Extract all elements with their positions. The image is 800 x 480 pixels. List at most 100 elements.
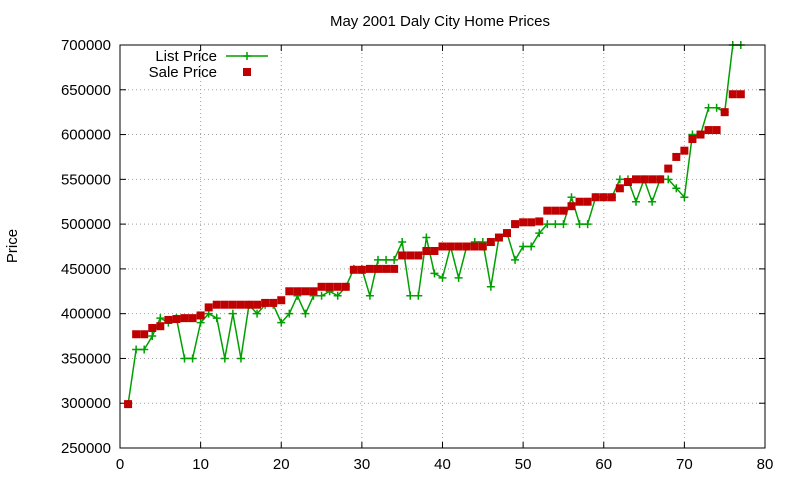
sale-price-point <box>382 264 391 273</box>
list-price-point <box>543 220 552 229</box>
x-tick-label: 20 <box>273 456 290 473</box>
sale-price-point <box>527 218 536 227</box>
list-price-point <box>301 309 310 318</box>
list-price-point <box>704 103 713 112</box>
sale-price-point <box>148 323 157 332</box>
list-price-point <box>575 220 584 229</box>
list-price-point <box>180 354 189 363</box>
sale-price-point <box>236 300 245 309</box>
list-price-point <box>156 314 165 323</box>
sale-price-point <box>640 175 649 184</box>
sale-price-point <box>672 152 681 161</box>
sale-price-point <box>293 287 302 296</box>
list-price-point <box>567 193 576 202</box>
list-price-point <box>486 282 495 291</box>
list-price-point <box>132 345 141 354</box>
sale-price-point <box>253 300 262 309</box>
sale-price-point <box>680 146 689 155</box>
legend-label-list-price: List Price <box>155 48 217 65</box>
list-price-point <box>365 291 374 300</box>
sale-price-point <box>341 282 350 291</box>
sale-price-point <box>615 184 624 193</box>
sale-price-point <box>599 193 608 202</box>
y-tick-label: 500000 <box>61 216 111 233</box>
sale-price-point <box>736 90 745 99</box>
list-price-point <box>680 193 689 202</box>
y-tick-label: 550000 <box>61 171 111 188</box>
legend-marker-list-price <box>243 52 251 60</box>
sale-price-point <box>470 242 479 251</box>
sale-price-point <box>648 175 657 184</box>
list-price-point <box>583 220 592 229</box>
sale-price-point <box>551 206 560 215</box>
sale-price-point <box>511 220 520 229</box>
list-price-point <box>527 242 536 251</box>
sale-price-point <box>422 246 431 255</box>
list-price-point <box>551 220 560 229</box>
sale-price-point <box>478 242 487 251</box>
list-price-point <box>148 332 157 341</box>
sale-price-point <box>349 265 358 274</box>
series-list-price <box>124 41 745 409</box>
sale-price-point <box>494 233 503 242</box>
sale-price-point <box>277 296 286 305</box>
y-tick-label: 650000 <box>61 82 111 99</box>
list-price-point <box>414 291 423 300</box>
list-price-point <box>664 175 673 184</box>
list-price-point <box>422 233 431 242</box>
sale-price-point <box>543 206 552 215</box>
y-tick-label: 400000 <box>61 306 111 323</box>
series-sale-price <box>124 90 745 409</box>
sale-price-point <box>309 287 318 296</box>
sale-price-point <box>196 311 205 320</box>
list-price-point <box>140 345 149 354</box>
sale-price-point <box>688 135 697 144</box>
y-tick-label: 250000 <box>61 440 111 457</box>
sale-price-point <box>374 264 382 273</box>
sale-price-point <box>438 242 447 251</box>
sale-price-point <box>285 287 294 296</box>
sale-price-point <box>712 126 721 135</box>
sale-price-point <box>261 298 270 307</box>
list-price-point <box>382 255 391 264</box>
list-price-point <box>253 309 262 318</box>
sale-price-point <box>656 175 665 184</box>
list-price-point <box>406 291 415 300</box>
list-price-point <box>454 273 463 282</box>
y-tick-label: 350000 <box>61 350 111 367</box>
chart-title: May 2001 Daly City Home Prices <box>330 13 550 30</box>
sale-price-point <box>583 197 592 206</box>
sale-price-point <box>228 300 237 309</box>
list-price-point <box>277 318 286 327</box>
x-tick-label: 60 <box>595 456 612 473</box>
sale-price-point <box>390 264 399 273</box>
sale-price-point <box>503 229 511 238</box>
sale-price-point <box>301 287 310 296</box>
list-price-point <box>390 255 399 264</box>
list-price-point <box>317 291 326 300</box>
sale-price-point <box>632 175 640 184</box>
list-price-point <box>632 197 640 206</box>
sale-price-point <box>623 178 632 187</box>
x-tick-label: 30 <box>354 456 371 473</box>
x-tick-labels: 0 10 20 30 40 50 60 70 80 <box>116 456 774 473</box>
list-price-point <box>228 309 237 318</box>
sale-price-point <box>325 282 334 291</box>
sale-price-point <box>140 330 149 339</box>
x-tick-label: 40 <box>434 456 451 473</box>
list-price-point <box>212 314 221 323</box>
sale-price-point <box>317 282 326 291</box>
y-tick-label: 300000 <box>61 395 111 412</box>
list-price-point <box>236 354 245 363</box>
sale-price-point <box>728 90 737 99</box>
list-price-point <box>648 197 657 206</box>
sale-price-point <box>406 251 415 260</box>
list-price-point <box>398 238 407 247</box>
sale-price-point <box>607 193 616 202</box>
list-price-point <box>712 103 721 112</box>
sale-price-point <box>156 322 165 331</box>
sale-price-point <box>446 242 455 251</box>
list-price-point <box>615 175 624 184</box>
sale-price-point <box>220 300 229 309</box>
sale-price-point <box>559 206 568 215</box>
